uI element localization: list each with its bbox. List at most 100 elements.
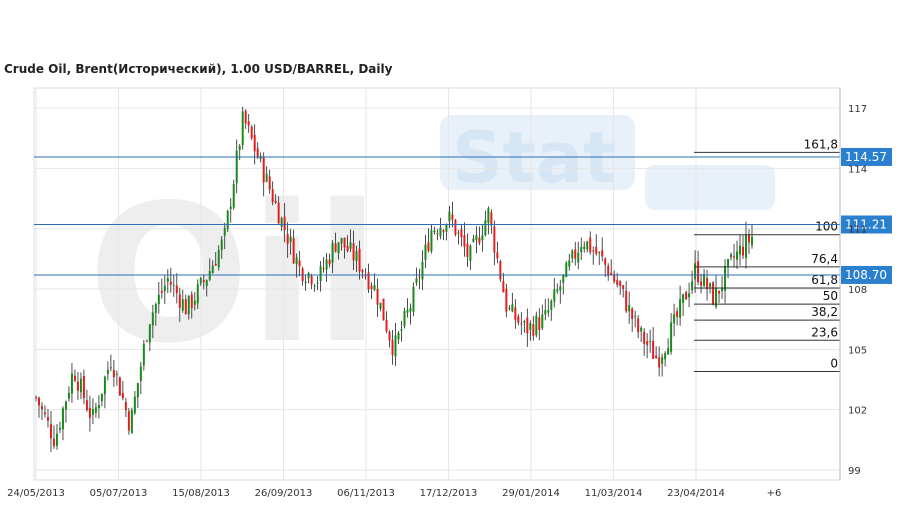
candle-body — [667, 348, 670, 355]
candle-body — [451, 214, 454, 220]
candle-body — [349, 242, 352, 249]
candle-body — [406, 309, 409, 313]
candle-body — [355, 251, 358, 262]
candle-body — [313, 285, 316, 287]
candle-body — [523, 321, 526, 323]
candle-body — [427, 242, 430, 251]
y-tick-label: 102 — [848, 406, 867, 417]
candle-body — [469, 245, 472, 261]
candle-body — [682, 294, 685, 303]
candle-body — [400, 329, 403, 331]
candle-body — [37, 397, 40, 406]
candle-body — [724, 265, 727, 291]
candle-body — [598, 252, 601, 254]
candle-body — [151, 312, 154, 326]
candle-body — [721, 287, 724, 292]
candle-body — [70, 373, 73, 394]
candle-body — [328, 259, 331, 265]
fib-label: 38,2 — [811, 305, 838, 319]
candle-body — [214, 263, 217, 266]
y-tick-label: 105 — [848, 345, 867, 356]
candle-body — [283, 216, 286, 231]
candle-body — [511, 304, 514, 312]
candle-body — [463, 235, 466, 247]
candle-body — [454, 219, 457, 235]
candle-body — [154, 304, 157, 314]
candle-body — [55, 433, 58, 446]
candle-body — [358, 248, 361, 272]
candle-body — [421, 261, 424, 280]
candle-body — [637, 318, 640, 333]
candle-body — [661, 357, 664, 364]
candle-body — [574, 249, 577, 259]
candle-body — [535, 315, 538, 336]
candle-body — [457, 232, 460, 234]
candle-body — [265, 173, 268, 182]
candle-body — [712, 282, 715, 305]
candle-body — [634, 316, 637, 318]
candle-body — [352, 243, 355, 261]
candle-body — [304, 281, 307, 284]
candle-body — [103, 376, 106, 395]
y-tick-label: 114 — [848, 164, 867, 175]
x-tick-label: +6 — [767, 488, 782, 499]
candle-body — [142, 343, 145, 366]
candle-body — [196, 284, 199, 304]
candle-body — [415, 278, 418, 283]
candle-body — [376, 288, 379, 305]
candle-body — [181, 299, 184, 311]
candle-body — [73, 375, 76, 381]
watermark-stat-box — [440, 115, 635, 190]
x-tick-label: 26/09/2013 — [255, 488, 313, 499]
candle-body — [310, 275, 313, 285]
candle-body — [217, 250, 220, 268]
y-tick-label: 117 — [848, 104, 867, 115]
price-badge — [841, 215, 892, 234]
candle-body — [184, 299, 187, 315]
candle-body — [91, 408, 94, 415]
candle-body — [601, 250, 604, 257]
candle-body — [547, 310, 550, 313]
y-tick-label: 111 — [848, 225, 867, 236]
candle-body — [613, 274, 616, 282]
candle-body — [286, 234, 289, 244]
candle-body — [538, 317, 541, 331]
candle-body — [514, 307, 517, 320]
candle-body — [652, 340, 655, 359]
candle-body — [169, 281, 172, 285]
candle-body — [292, 238, 295, 264]
candle-body — [337, 242, 340, 254]
x-tick-label: 17/12/2013 — [420, 488, 478, 499]
candle-body — [364, 275, 367, 277]
candle-body — [679, 299, 682, 318]
candle-body — [445, 224, 448, 232]
candle-body — [133, 396, 136, 414]
candle-body — [478, 237, 481, 244]
candle-body — [46, 416, 49, 421]
candle-body — [529, 322, 532, 330]
candle-body — [475, 235, 478, 241]
candle-body — [685, 292, 688, 300]
x-tick-label: 23/04/2014 — [667, 488, 725, 499]
candle-body — [367, 272, 370, 290]
candle-body — [496, 252, 499, 259]
candle-body — [715, 288, 718, 307]
candle-body — [61, 408, 64, 430]
chart-axes: 24/05/2013 05/07/2013 15/08/2013 26/09/2013… — [7, 88, 867, 499]
candle-body — [85, 400, 88, 410]
candle-body — [124, 401, 127, 411]
candle-body — [262, 157, 265, 183]
candle-body — [739, 245, 742, 255]
candle-body — [370, 285, 373, 289]
candle-body — [589, 237, 592, 253]
candle-body — [559, 286, 562, 291]
candle-body — [439, 227, 442, 237]
y-tick-label: 99 — [848, 466, 861, 477]
candle-body — [82, 375, 85, 399]
candle-body — [502, 281, 505, 293]
candle-body — [550, 300, 553, 310]
candle-body — [127, 411, 130, 431]
candle-body — [508, 308, 511, 310]
candle-body — [388, 331, 391, 341]
candle-body — [424, 244, 427, 260]
